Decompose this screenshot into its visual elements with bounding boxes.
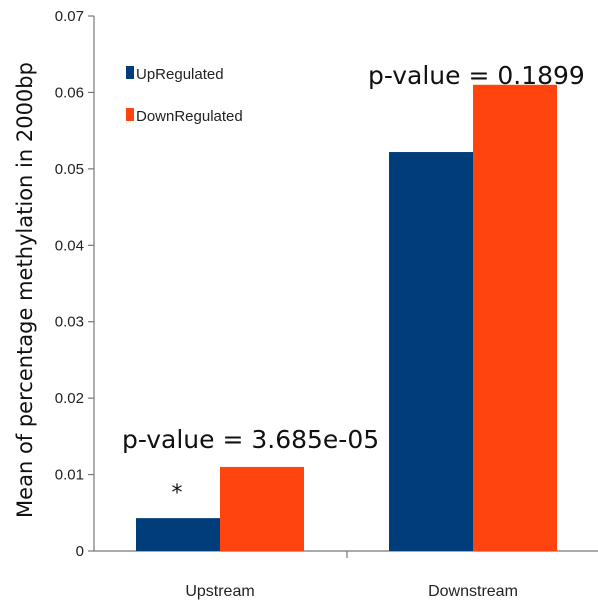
bar-upstream-upregulated <box>136 518 220 551</box>
y-tick-label: 0 <box>76 543 84 560</box>
legend-label-upregulated: UpRegulated <box>136 66 224 83</box>
significance-star: * <box>172 481 183 506</box>
bars <box>136 84 557 552</box>
x-tick-label-downstream: Downstream <box>428 583 518 600</box>
legend: UpRegulated DownRegulated <box>126 66 243 125</box>
legend-label-downregulated: DownRegulated <box>136 108 243 125</box>
x-tick-label-upstream: Upstream <box>185 583 254 600</box>
legend-swatch-downregulated <box>126 108 134 121</box>
bar-downstream-upregulated <box>389 152 473 552</box>
y-axis-title: Mean of percentage methylation in 2000bp <box>13 62 37 518</box>
bar-downstream-downregulated <box>473 84 557 552</box>
pvalue-annotation-downstream: p-value = 0.1899 <box>368 61 585 90</box>
y-tick-label: 0.06 <box>55 84 84 101</box>
bar-upstream-downregulated <box>220 466 304 551</box>
y-tick-label: 0.01 <box>55 467 84 484</box>
x-ticks: Upstream Downstream <box>185 551 518 600</box>
y-tick-label: 0.02 <box>55 390 84 407</box>
pvalue-annotation-upstream: p-value = 3.685e-05 <box>122 425 379 454</box>
y-ticks: 0 0.01 0.02 0.03 0.04 0.05 0.06 0.07 <box>55 8 94 560</box>
y-tick-label: 0.05 <box>55 161 84 178</box>
y-tick-label: 0.04 <box>55 237 84 254</box>
y-tick-label: 0.07 <box>55 8 84 25</box>
legend-swatch-upregulated <box>126 66 134 79</box>
y-tick-label: 0.03 <box>55 314 84 331</box>
